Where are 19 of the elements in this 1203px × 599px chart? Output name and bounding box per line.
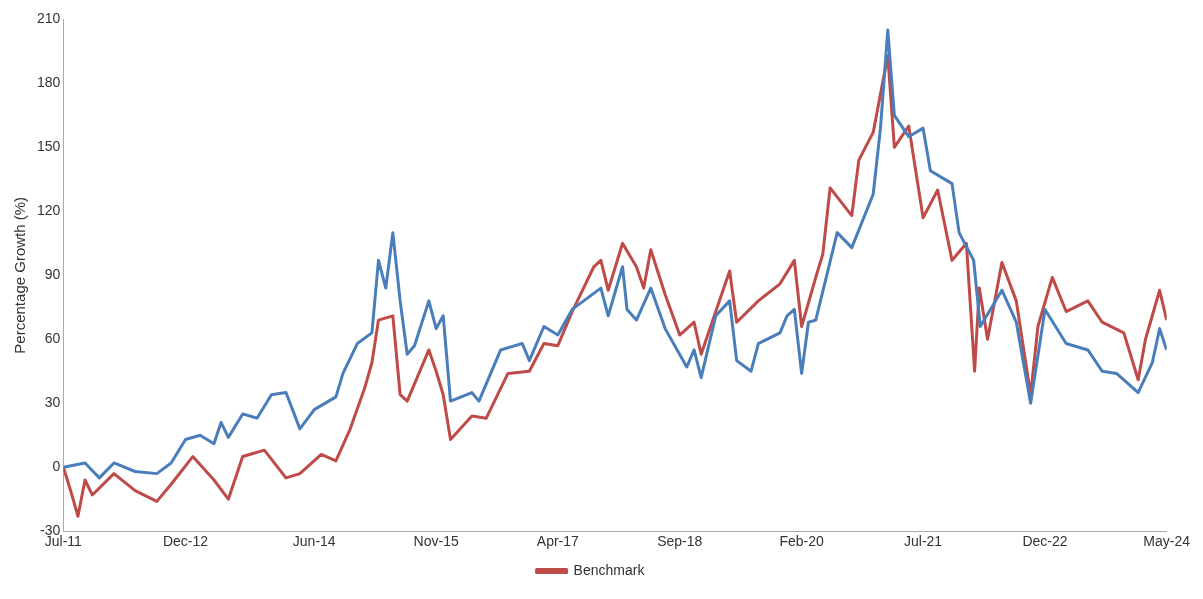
x-tick-label: Apr-17 bbox=[536, 533, 580, 550]
y-tick-label: 210 bbox=[37, 10, 61, 27]
x-tick-label: Jun-14 bbox=[292, 533, 336, 550]
x-tick-label: Dec-12 bbox=[162, 533, 209, 550]
y-tick-label: 30 bbox=[44, 394, 61, 411]
y-tick-label: 150 bbox=[37, 138, 61, 155]
legend-label: Benchmark bbox=[573, 561, 646, 578]
y-tick-label: 90 bbox=[44, 266, 61, 283]
y-tick-label: 60 bbox=[44, 330, 61, 347]
x-tick-label: Sep-18 bbox=[657, 533, 703, 550]
x-tick-label: Feb-20 bbox=[779, 533, 825, 550]
x-tick-label: Jul-21 bbox=[904, 533, 943, 550]
x-tick-label: May-24 bbox=[1143, 533, 1191, 550]
y-axis-title: Percentage Growth (%) bbox=[11, 196, 29, 354]
y-tick-label: 120 bbox=[37, 202, 61, 219]
x-tick-label: Dec-22 bbox=[1022, 533, 1068, 550]
x-tick-label: Nov-15 bbox=[413, 533, 459, 550]
y-tick-label: 180 bbox=[37, 74, 61, 91]
y-tick-label: 0 bbox=[52, 458, 61, 475]
